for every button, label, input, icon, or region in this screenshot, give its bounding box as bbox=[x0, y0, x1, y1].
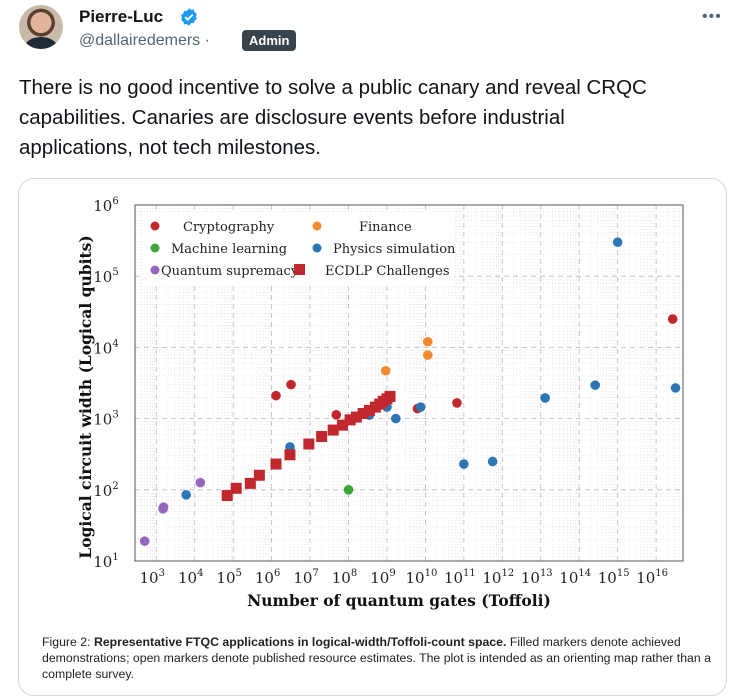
data-point bbox=[158, 502, 169, 512]
ecdlp-point bbox=[253, 469, 265, 481]
x-tick-label: 1010 bbox=[406, 568, 438, 587]
data-point bbox=[271, 390, 281, 401]
legend-marker-circle bbox=[150, 221, 160, 231]
legend-marker-circle bbox=[312, 243, 322, 253]
legend-marker-circle bbox=[312, 221, 322, 231]
x-tick-label: 107 bbox=[293, 568, 318, 587]
caption-prefix: Figure 2: bbox=[42, 635, 91, 649]
y-tick-label: 102 bbox=[93, 481, 118, 500]
data-point bbox=[139, 536, 150, 546]
x-tick-label: 108 bbox=[332, 568, 357, 587]
legend-marker-circle bbox=[150, 243, 160, 253]
x-tick-label: 103 bbox=[140, 568, 165, 587]
legend-marker-circle bbox=[150, 265, 160, 275]
tweet-line: applications, not tech milestones. bbox=[19, 136, 321, 159]
legend-label: Physics simulation bbox=[333, 242, 456, 257]
avatar-shirt bbox=[25, 37, 57, 49]
data-point bbox=[612, 237, 623, 248]
ecdlp-point bbox=[327, 424, 339, 436]
avatar[interactable] bbox=[19, 5, 63, 49]
tweet-text: There is no good incentive to solve a pu… bbox=[19, 73, 709, 163]
tweet-line: capabilities. Canaries are disclosure ev… bbox=[19, 106, 565, 129]
x-tick-label: 105 bbox=[216, 568, 241, 587]
legend-marker-square bbox=[294, 264, 305, 275]
data-point bbox=[670, 383, 681, 393]
x-tick-label: 1011 bbox=[444, 568, 476, 587]
x-tick-label: 1014 bbox=[559, 568, 591, 587]
ecdlp-point bbox=[357, 407, 369, 419]
ecdlp-point bbox=[270, 458, 282, 470]
x-tick-label: 106 bbox=[255, 568, 280, 587]
ecdlp-point bbox=[230, 482, 242, 494]
data-point bbox=[380, 365, 391, 376]
legend-label: Quantum supremacy bbox=[161, 264, 299, 279]
data-point bbox=[452, 398, 462, 408]
data-point bbox=[391, 413, 401, 424]
y-tick-label: 106 bbox=[93, 196, 118, 215]
ecdlp-point bbox=[221, 490, 233, 502]
y-tick-label: 104 bbox=[93, 338, 118, 357]
ecdlp-point bbox=[316, 431, 328, 443]
y-tick-label: 101 bbox=[93, 552, 118, 571]
x-tick-label: 104 bbox=[178, 568, 203, 587]
legend-label: Machine learning bbox=[171, 242, 287, 257]
x-tick-label: 1013 bbox=[521, 568, 553, 587]
separator: · bbox=[204, 32, 210, 49]
admin-badge: Admin bbox=[242, 30, 297, 51]
caption-title: Representative FTQC applications in logi… bbox=[93, 635, 507, 649]
ecdlp-point bbox=[384, 390, 396, 402]
x-tick-label: 1016 bbox=[636, 568, 668, 587]
data-point bbox=[422, 350, 433, 360]
display-name[interactable]: Pierre-Luc bbox=[79, 7, 164, 26]
legend-label: Cryptography bbox=[183, 220, 275, 235]
user-handle[interactable]: @dallairedemers bbox=[79, 32, 201, 49]
ecdlp-point bbox=[350, 411, 362, 423]
data-point bbox=[459, 459, 469, 469]
y-axis-label: Logical circuit width (Logical qubits) bbox=[76, 235, 95, 558]
data-point bbox=[590, 380, 600, 390]
data-point bbox=[487, 456, 498, 467]
ecdlp-point bbox=[344, 414, 356, 426]
legend-label: Finance bbox=[359, 220, 412, 235]
verified-badge-icon bbox=[181, 8, 197, 26]
data-point bbox=[286, 379, 296, 390]
more-options-icon[interactable]: ••• bbox=[702, 8, 722, 25]
data-point bbox=[343, 485, 354, 495]
data-point bbox=[422, 336, 433, 347]
x-tick-label: 109 bbox=[370, 568, 395, 587]
data-point bbox=[540, 393, 550, 403]
ecdlp-point bbox=[244, 477, 256, 489]
ecdlp-point bbox=[303, 438, 315, 450]
tweet-line: There is no good incentive to solve a pu… bbox=[19, 76, 647, 99]
x-tick-label: 1015 bbox=[598, 568, 630, 587]
user-handle-line: @dallairedemers · bbox=[79, 32, 210, 50]
ecdlp-point bbox=[284, 449, 296, 461]
figure-caption: Figure 2: Representative FTQC applicatio… bbox=[42, 634, 722, 682]
plot-frame bbox=[134, 204, 684, 562]
data-point bbox=[181, 490, 191, 500]
y-tick-label: 105 bbox=[93, 267, 118, 286]
data-point bbox=[331, 410, 342, 420]
data-point bbox=[667, 314, 678, 324]
x-tick-label: 1012 bbox=[482, 568, 514, 587]
y-tick-label: 103 bbox=[93, 410, 118, 429]
ecdlp-point bbox=[337, 419, 349, 431]
data-point bbox=[195, 477, 206, 488]
data-point bbox=[415, 402, 426, 412]
legend-label: ECDLP Challenges bbox=[325, 264, 450, 279]
ecdlp-point bbox=[363, 404, 375, 416]
x-axis-label: Number of quantum gates (Toffoli) bbox=[247, 591, 551, 610]
caption-body: Filled markers denote achieved demonstra… bbox=[42, 635, 711, 681]
